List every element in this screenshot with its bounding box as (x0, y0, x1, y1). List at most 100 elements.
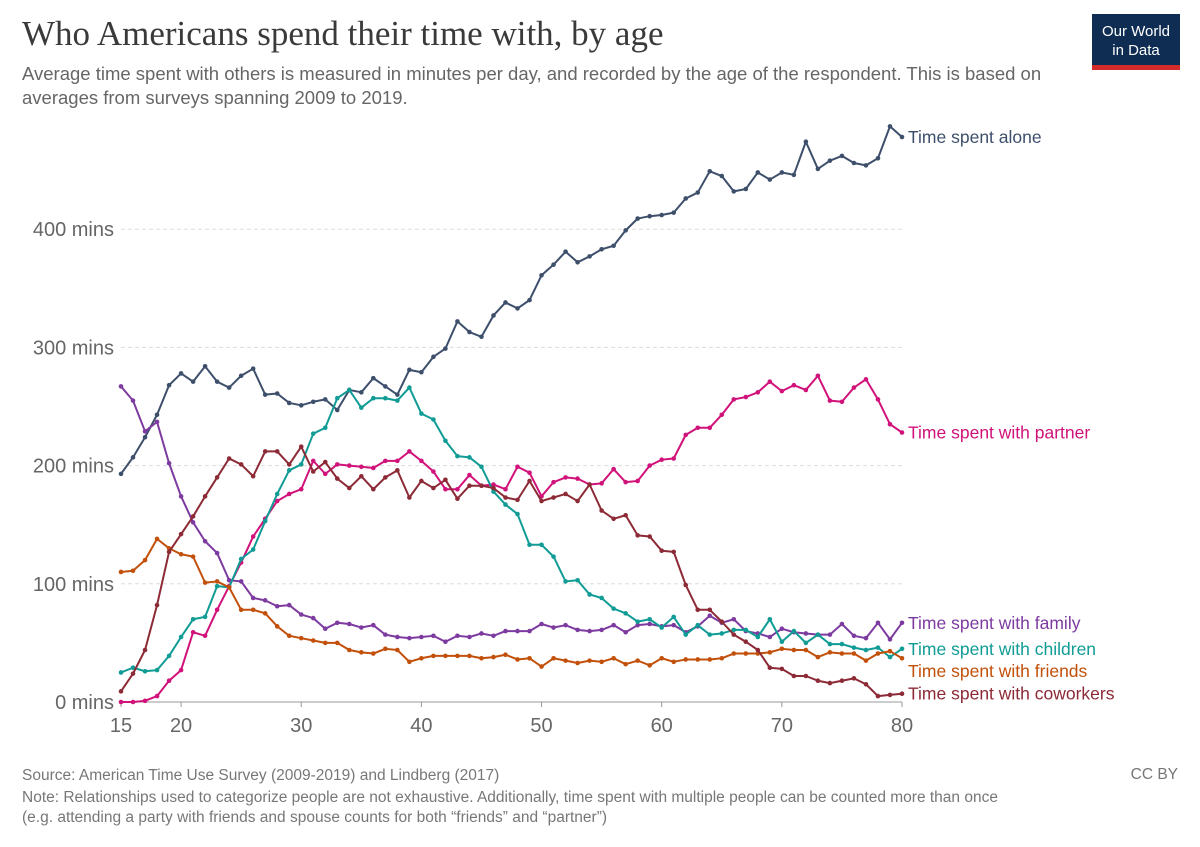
data-point (563, 249, 568, 254)
data-point (214, 379, 220, 384)
data-point (250, 595, 256, 601)
data-point (683, 632, 689, 637)
data-point (575, 498, 580, 504)
data-point (515, 306, 520, 311)
data-point (731, 651, 737, 656)
data-point (503, 652, 508, 658)
series-line (120, 385, 903, 643)
data-point (467, 329, 472, 335)
series-time-spent-alone (118, 124, 905, 477)
data-point (611, 606, 616, 611)
data-point (190, 554, 196, 559)
data-point (503, 495, 508, 500)
data-point (803, 647, 809, 653)
data-point (815, 654, 821, 660)
data-point (226, 385, 232, 390)
data-point (635, 216, 640, 221)
data-point (851, 645, 857, 650)
data-point (647, 621, 652, 627)
series-end-label: Time spent with friends (908, 661, 1088, 681)
data-point (214, 550, 220, 556)
data-point (142, 647, 148, 653)
data-point (827, 680, 833, 686)
data-point (238, 607, 244, 613)
data-point (491, 489, 496, 494)
data-point (274, 603, 280, 609)
owid-logo[interactable]: Our World in Data (1092, 14, 1180, 70)
data-point (443, 653, 448, 659)
data-point (455, 453, 460, 459)
data-point (551, 625, 556, 630)
data-point (587, 628, 592, 634)
data-point (467, 455, 472, 460)
series-line (120, 125, 903, 475)
data-point (443, 477, 448, 483)
data-point (539, 272, 544, 278)
data-point (322, 397, 328, 402)
data-point (851, 651, 857, 656)
data-point (791, 382, 797, 388)
data-point (130, 455, 136, 460)
data-point (455, 653, 460, 659)
data-point (515, 497, 520, 503)
series-end-label: Time spent with children (908, 639, 1096, 659)
note-line-1: Note: Relationships used to categorize p… (22, 789, 998, 806)
data-point (383, 475, 388, 480)
data-point (827, 641, 833, 647)
data-point (695, 190, 701, 195)
data-point (551, 495, 556, 500)
data-point (827, 650, 833, 655)
data-point (767, 650, 773, 655)
data-point (551, 655, 556, 661)
data-point (419, 634, 424, 640)
data-point (887, 421, 893, 427)
data-point (322, 471, 328, 477)
data-point (142, 429, 148, 434)
data-point (322, 459, 328, 465)
data-point (695, 607, 701, 613)
data-point (346, 647, 352, 653)
data-point (899, 430, 905, 435)
data-point (346, 621, 352, 627)
data-point (815, 166, 821, 172)
data-point (250, 534, 256, 539)
data-point (803, 387, 809, 393)
data-point (479, 464, 484, 470)
data-point (250, 366, 256, 371)
data-point (346, 485, 352, 491)
data-point (719, 173, 725, 179)
data-point (479, 334, 484, 340)
data-point (443, 346, 448, 351)
data-point (515, 628, 520, 634)
data-point (334, 395, 340, 401)
data-point (899, 655, 905, 661)
data-point (491, 654, 496, 660)
data-point (286, 462, 292, 467)
data-point (779, 626, 785, 632)
data-point (575, 577, 580, 583)
data-point (274, 491, 280, 497)
data-point (743, 394, 749, 400)
data-point (563, 475, 568, 480)
data-point (322, 626, 328, 632)
data-point (671, 210, 677, 215)
data-point (238, 579, 244, 584)
data-point (767, 616, 773, 622)
data-point (839, 399, 845, 405)
data-point (731, 616, 737, 622)
data-point (166, 653, 172, 659)
data-point (587, 482, 592, 487)
data-point (575, 660, 580, 666)
data-point (298, 444, 304, 449)
x-tick-label: 70 (771, 715, 793, 737)
data-point (371, 375, 376, 381)
series-line (120, 386, 903, 674)
data-point (503, 502, 508, 507)
data-point (731, 397, 737, 402)
series-time-spent-with-partner (118, 373, 905, 705)
data-point (803, 640, 809, 646)
data-point (455, 319, 460, 324)
data-point (623, 479, 628, 485)
data-point (515, 511, 520, 517)
license-link[interactable]: CC BY (1130, 766, 1178, 783)
